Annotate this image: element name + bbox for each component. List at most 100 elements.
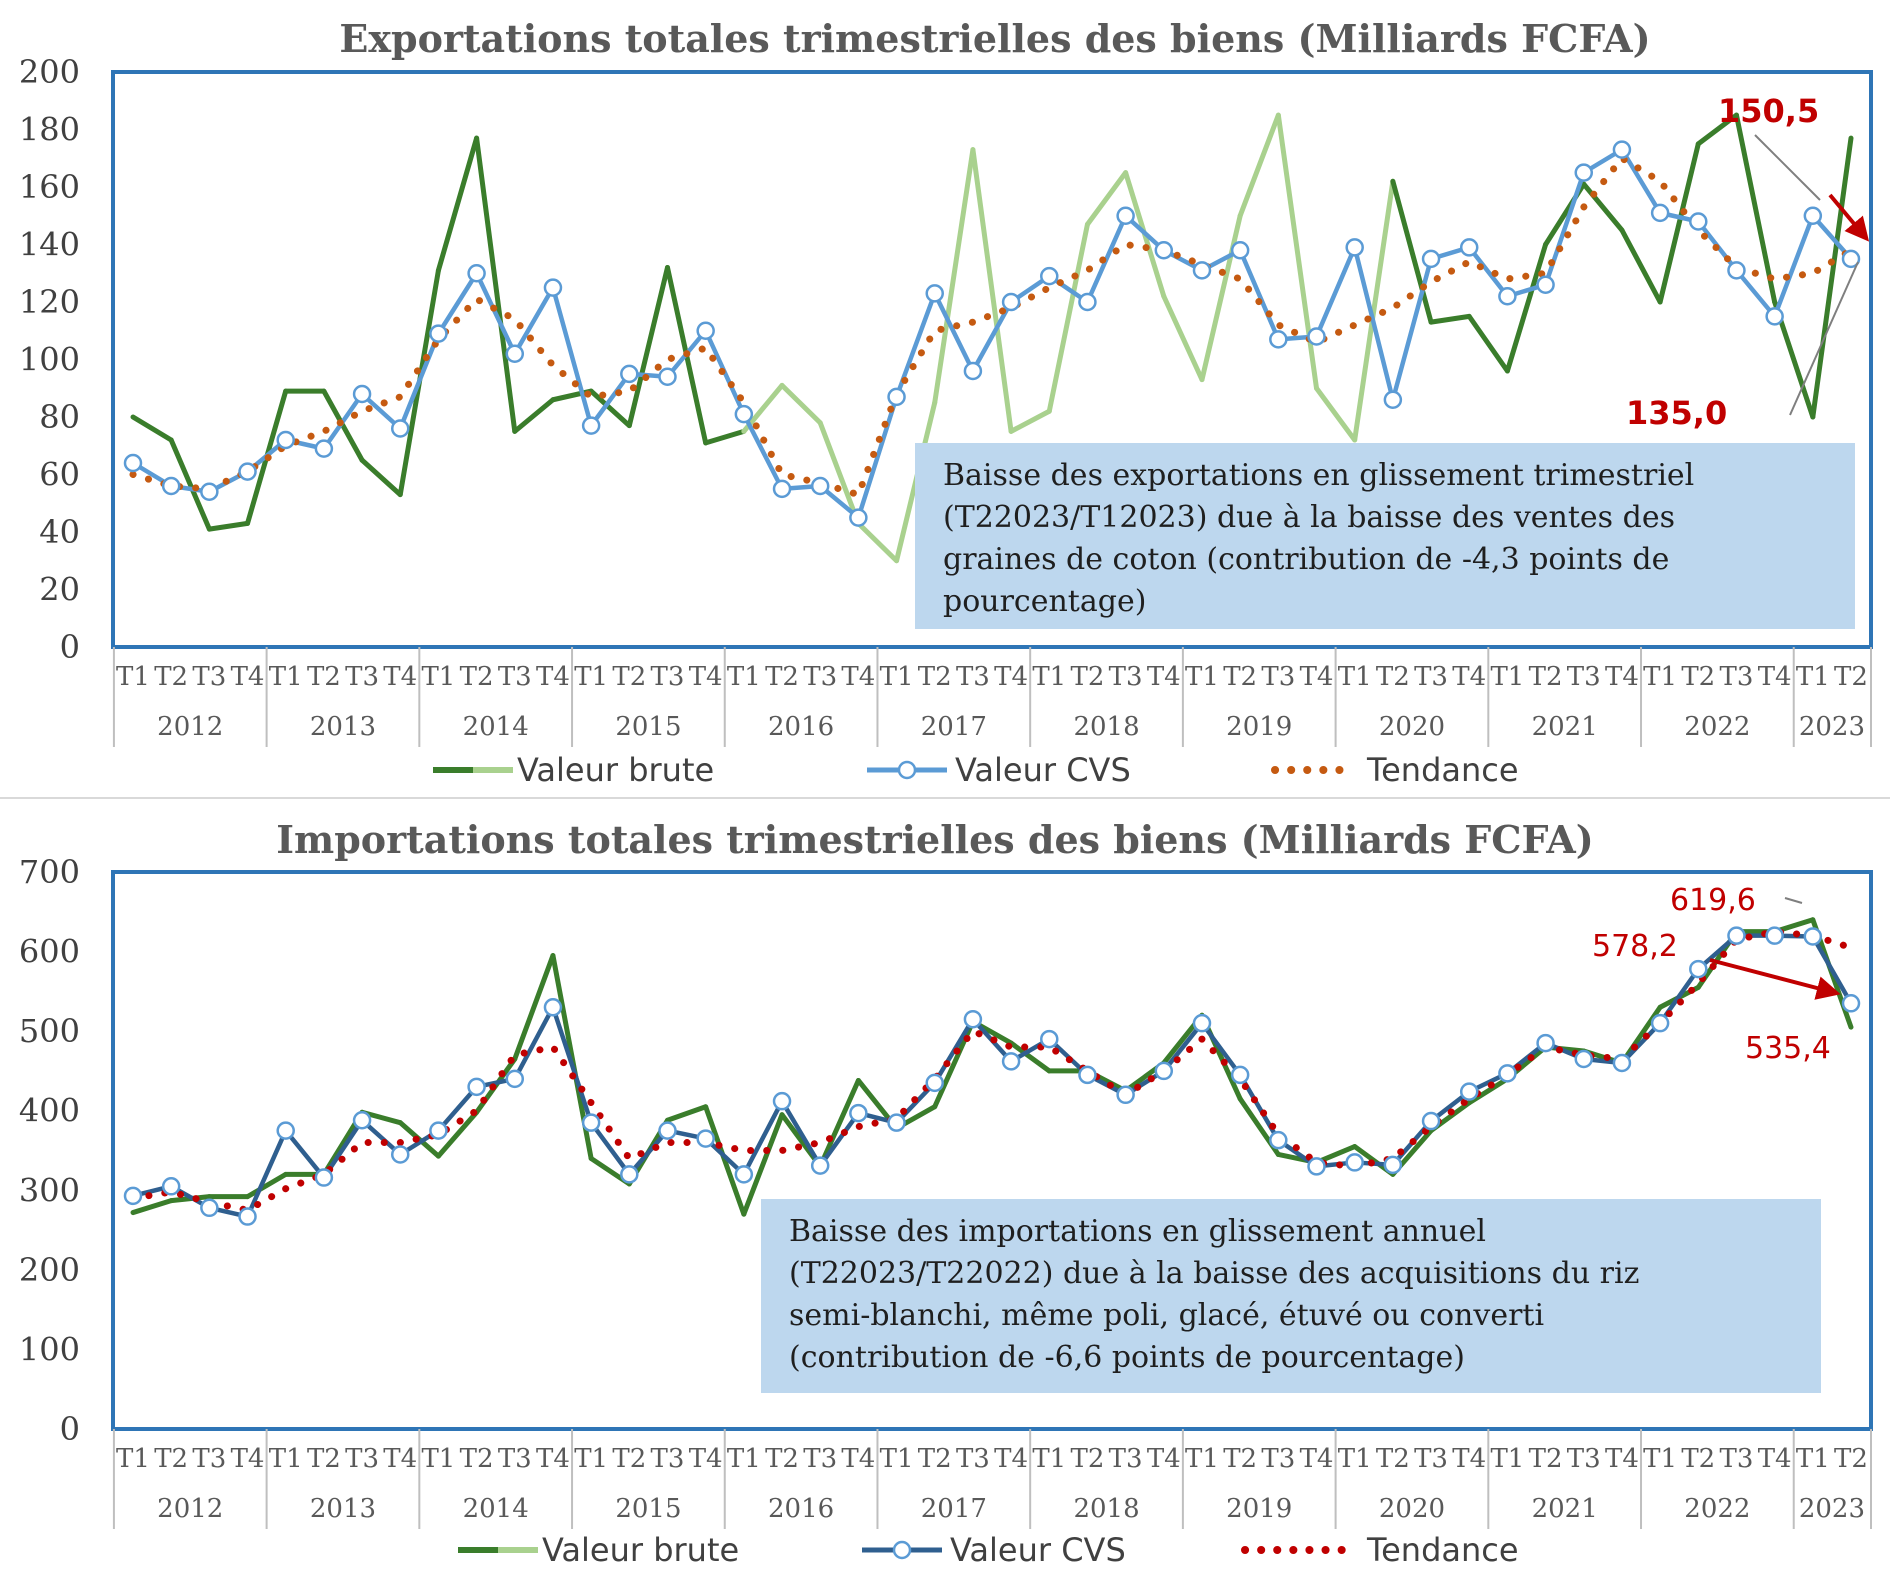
cvs-point (1116, 206, 1135, 225)
annotation-line: Baisse des importations en glissement an… (789, 1214, 1486, 1249)
cvs-point (1612, 1053, 1632, 1073)
cvs-point (1230, 241, 1250, 260)
series-cvs-line (132, 933, 1853, 1219)
cvs-point (276, 1121, 295, 1140)
x-tick-year: 2020 (1379, 712, 1445, 742)
cvs-point (200, 482, 219, 501)
series-brute-segment (855, 520, 900, 564)
x-tick-year: 2020 (1379, 1494, 1445, 1524)
cvs-point (1383, 390, 1403, 409)
cvs-point (390, 419, 410, 438)
annotation-line: (T22023/T22022) due à la baisse des acqu… (789, 1256, 1640, 1291)
x-tick-quarter: T1 (880, 662, 914, 692)
x-tick-quarter: T4 (689, 1444, 723, 1474)
cvs-point (1574, 1049, 1594, 1069)
cvs-point (963, 1009, 983, 1029)
cvs-point (390, 1145, 410, 1164)
x-tick-quarter: T2 (1070, 662, 1104, 692)
x-tick-quarter: T4 (1452, 662, 1486, 692)
cvs-point (200, 1198, 219, 1218)
import-legend: Valeur brute Valeur CVS Tendance (458, 1531, 1519, 1569)
y-tick-label: 40 (39, 513, 80, 551)
cvs-point (1650, 203, 1670, 223)
cvs-point (1727, 926, 1746, 945)
trend-arrow (1828, 193, 1870, 242)
cvs-point (963, 361, 983, 381)
x-tick-quarter: T2 (307, 1444, 341, 1474)
y-tick-label: 0 (60, 628, 80, 666)
series-brute-segment (703, 1104, 747, 1217)
series-brute-segment (1352, 178, 1396, 443)
cvs-point (1154, 1061, 1174, 1081)
x-tick-quarter: T4 (536, 662, 570, 692)
cvs-point (1269, 1130, 1288, 1150)
series-brute-segment (130, 414, 174, 443)
x-tick-year: 2018 (1073, 712, 1139, 742)
legend-label-brute: Valeur brute (517, 751, 714, 789)
x-tick-quarter: T1 (1643, 1444, 1677, 1474)
series-brute-segment (817, 1077, 861, 1169)
series-brute-segment (1314, 385, 1358, 443)
x-tick-quarter: T3 (1109, 1444, 1143, 1474)
legend-cvs-marker (897, 760, 917, 780)
x-tick-quarter: T2 (918, 662, 952, 692)
x-tick-quarter: T2 (460, 662, 494, 692)
x-tick-quarter: T3 (1720, 662, 1754, 692)
callout-leader-line (1789, 261, 1859, 416)
x-tick-quarter: T3 (1109, 662, 1143, 692)
series-brute-segment (779, 382, 823, 426)
cvs-point (772, 479, 792, 499)
cvs-point (1154, 241, 1174, 260)
series-brute-segment (1046, 221, 1090, 414)
annotation-line: (contribution de -6,6 points de pourcent… (789, 1340, 1465, 1375)
x-tick-quarter: T2 (307, 662, 341, 692)
cvs-point (467, 264, 486, 283)
x-tick-year: 2015 (615, 712, 681, 742)
series-brute-segment (1504, 242, 1549, 374)
series-brute-segment (1428, 313, 1472, 325)
series-brute-segment (1199, 213, 1243, 383)
x-tick-year: 2022 (1684, 712, 1750, 742)
cvs-point (1574, 163, 1594, 182)
y-tick-label: 200 (19, 53, 80, 91)
series-brute-segment (970, 147, 1014, 434)
x-tick-quarter: T1 (1490, 1444, 1524, 1474)
x-tick-quarter: T3 (803, 662, 837, 692)
cvs-point (1345, 238, 1364, 257)
x-tick-quarter: T3 (192, 662, 226, 692)
annotation-line: (T22023/T12023) due à la baisse des vent… (943, 500, 1675, 535)
series-brute-segment (1008, 1040, 1052, 1074)
series-brute-segment (1275, 112, 1320, 391)
x-tick-quarter: T1 (1032, 662, 1066, 692)
x-tick-year: 2021 (1532, 1494, 1598, 1524)
cvs-point (429, 324, 448, 343)
cvs-point (467, 1077, 486, 1097)
x-tick-quarter: T3 (498, 1444, 532, 1474)
cvs-point (1078, 1065, 1097, 1085)
x-tick-quarter: T1 (1796, 1444, 1830, 1474)
cvs-point (734, 404, 754, 424)
cvs-point (1459, 1082, 1479, 1101)
cvs-point (1421, 249, 1441, 269)
cvs-point (1192, 1013, 1212, 1033)
x-tick-quarter: T4 (1147, 1444, 1181, 1474)
series-brute-segment (664, 1104, 709, 1123)
annotation-line: semi-blanchi, même poli, glacé, étuvé ou… (789, 1298, 1545, 1333)
x-tick-quarter: T4 (1300, 1444, 1334, 1474)
cvs-point (925, 284, 944, 303)
cvs-point (543, 278, 563, 297)
series-brute-segment (359, 457, 403, 498)
cvs-point (1040, 266, 1059, 286)
callout-leader-line (1784, 897, 1803, 904)
y-tick-label: 500 (19, 1012, 80, 1050)
x-tick-year: 2014 (463, 1494, 529, 1524)
x-tick-quarter: T4 (1300, 662, 1334, 692)
x-tick-quarter: T1 (1185, 1444, 1219, 1474)
series-brute-segment (435, 135, 480, 273)
cvs-point (1498, 1064, 1517, 1083)
series-brute-segment (626, 265, 670, 429)
import-chart-title: Importations totales trimestrielles des … (276, 817, 1594, 862)
x-tick-quarter: T4 (1605, 1444, 1639, 1474)
x-tick-quarter: T1 (574, 662, 608, 692)
y-tick-label: 160 (19, 168, 80, 206)
